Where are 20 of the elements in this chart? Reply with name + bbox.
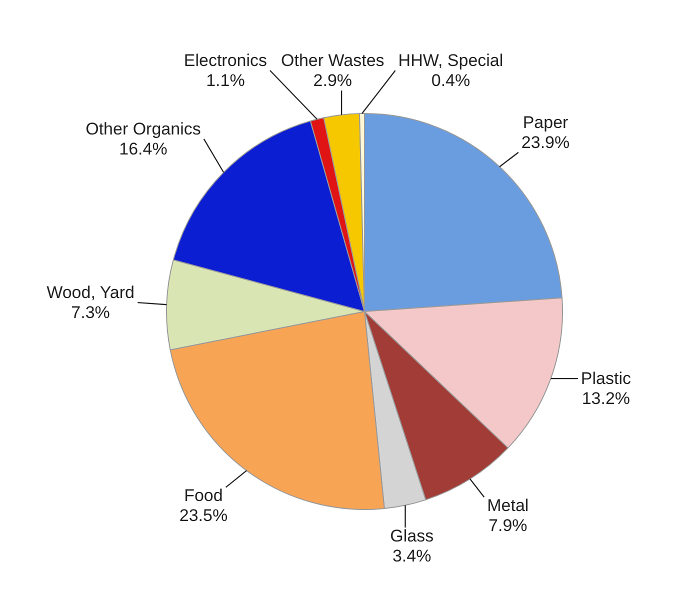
slice-label: Metal [487,496,529,515]
slice-label: Plastic [580,369,632,388]
data-label: 23.5% [179,506,228,525]
slice-label: Paper [522,113,569,132]
slice-label: Food [184,486,223,505]
slice-label: Other Wastes [281,51,384,70]
slice-label: Glass [390,526,434,546]
slice-label: Wood, Yard [46,283,134,302]
data-label: 7.3% [71,303,110,322]
data-label: 0.4% [431,71,470,90]
data-label: 2.9% [313,71,352,90]
slice-label: HHW, Special [398,51,504,70]
data-label: 1.1% [206,71,245,90]
data-label: 7.9% [488,516,528,535]
slice-label: Other Organics [86,120,201,139]
slice-label: Electronics [184,51,268,70]
data-label: 16.4% [119,140,168,159]
data-label: 23.9% [521,133,570,152]
data-label: 3.4% [392,546,432,566]
data-label: 13.2% [582,389,630,408]
